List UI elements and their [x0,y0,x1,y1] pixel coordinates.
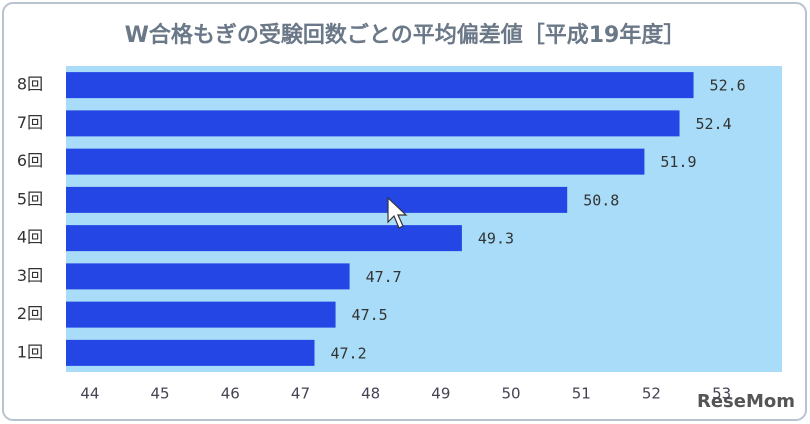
value-label: 52.6 [710,77,746,95]
value-label: 47.2 [330,344,366,362]
chart-title: W合格もぎの受験回数ごとの平均偏差値［平成19年度］ [125,22,686,48]
x-tick-label: 49 [431,385,450,403]
value-label: 47.5 [352,306,388,324]
x-tick-label: 51 [572,385,591,403]
y-tick-label: 2回 [17,304,43,323]
bar [66,263,350,290]
bar [66,225,462,252]
y-tick-label: 4回 [17,228,43,247]
x-tick-label: 47 [291,385,310,403]
bar [66,301,336,328]
x-tick-label: 52 [642,385,661,403]
x-tick-label: 45 [151,385,170,403]
y-tick-label: 8回 [17,75,43,94]
value-label: 51.9 [660,153,696,171]
bar [66,186,568,213]
cursor-icon [387,196,408,229]
y-tick-label: 6回 [17,151,43,170]
x-tick-label: 53 [712,385,731,403]
bar [66,339,315,366]
value-label: 52.4 [696,115,732,133]
value-label: 47.7 [366,268,402,286]
value-label: 49.3 [478,230,514,248]
y-tick-label: 7回 [17,113,43,132]
x-tick-label: 50 [501,385,520,403]
value-label: 50.8 [583,191,619,209]
x-tick-label: 44 [80,385,99,403]
y-tick-label: 3回 [17,266,43,285]
watermark: ReseMom [697,391,795,412]
bar [66,72,694,99]
x-tick-label: 46 [221,385,240,403]
bar [66,110,680,137]
bar [66,148,645,175]
y-tick-label: 5回 [17,189,43,208]
y-tick-label: 1回 [17,342,43,361]
x-tick-label: 48 [361,385,380,403]
